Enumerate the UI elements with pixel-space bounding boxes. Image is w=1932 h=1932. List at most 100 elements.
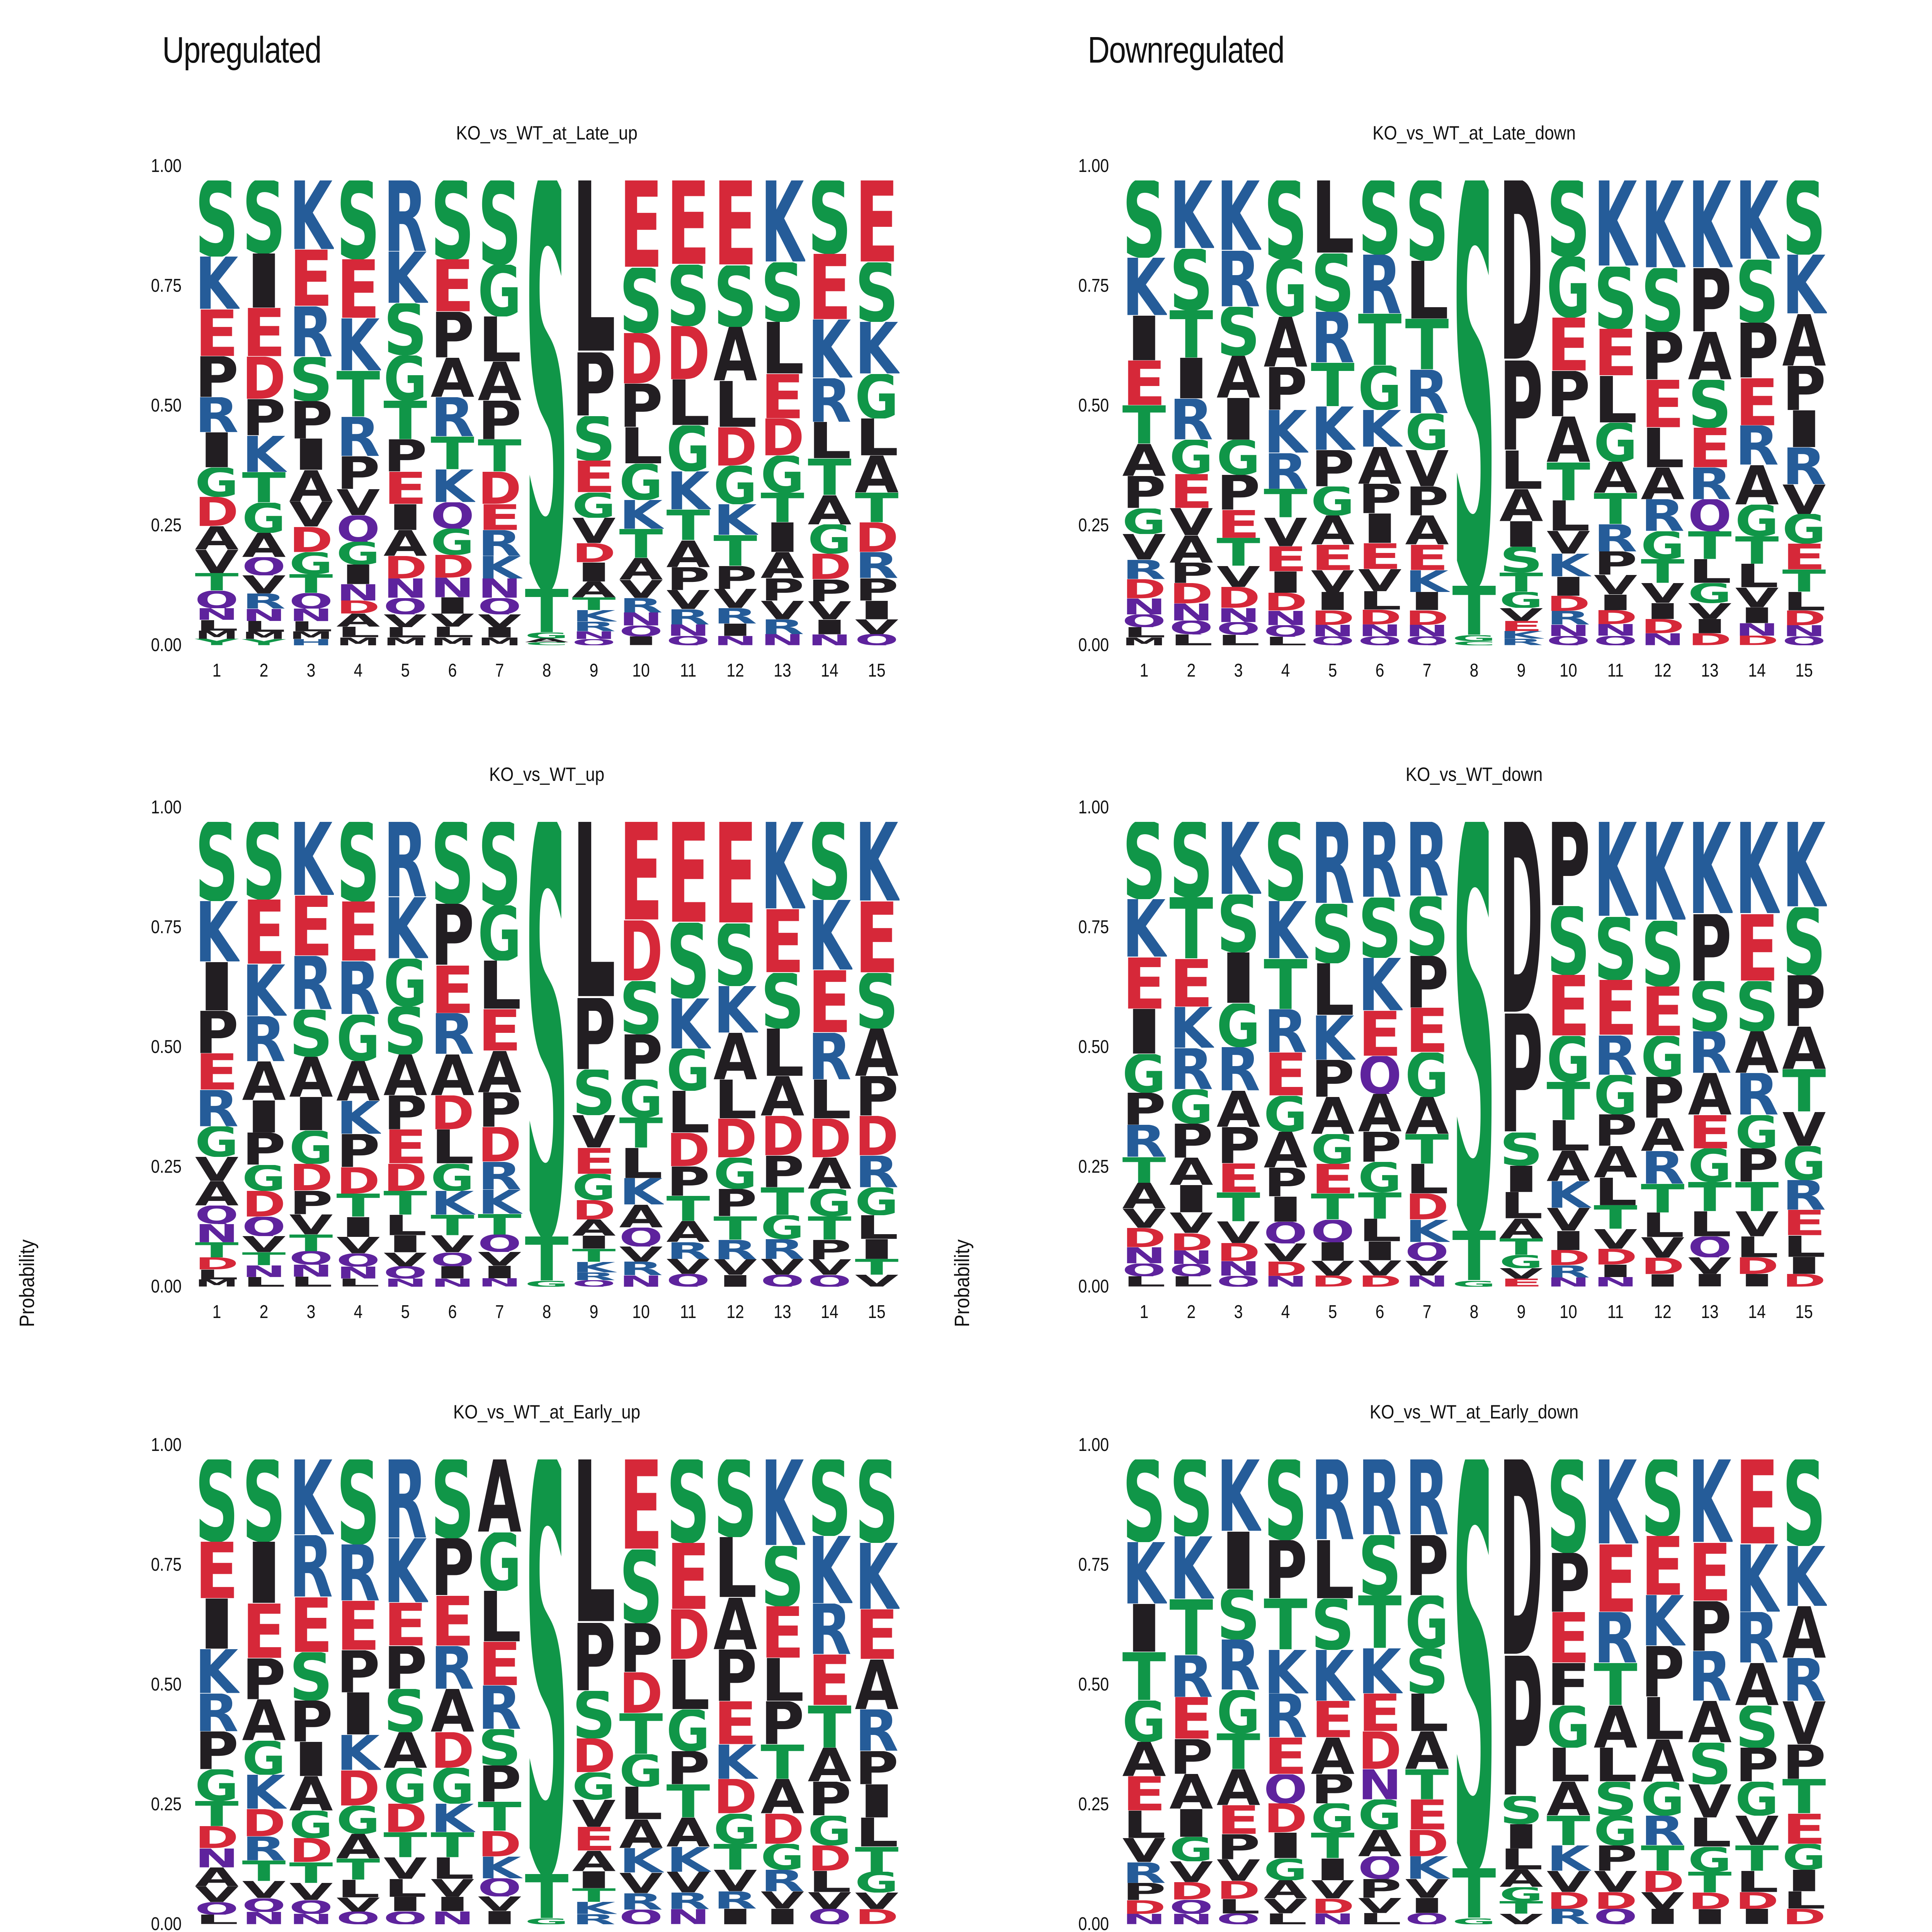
logo-letter-Q: Q xyxy=(1216,622,1261,635)
logo-letter-Q: Q xyxy=(1168,1900,1214,1914)
svg-text:K: K xyxy=(713,504,758,535)
logo-letter-L: L xyxy=(1640,1697,1685,1740)
svg-text:S: S xyxy=(1594,267,1637,329)
svg-text:I: I xyxy=(478,627,521,638)
logo-letter-L: L xyxy=(618,1787,664,1820)
logo-letter-D: D xyxy=(1216,1881,1261,1899)
svg-text:N: N xyxy=(1735,623,1779,636)
logo-letter-P: P xyxy=(383,439,428,472)
svg-text:P: P xyxy=(713,566,757,589)
logo-letter-G: G xyxy=(807,1189,852,1216)
logo-letter-E: E xyxy=(1216,1805,1261,1834)
logo-letter-S: S xyxy=(1593,1782,1638,1816)
logo-letter-S: S xyxy=(477,180,522,265)
logo-letter-T: T xyxy=(477,1214,522,1235)
svg-text:I: I xyxy=(383,1897,427,1911)
svg-text:T: T xyxy=(572,597,616,610)
logo-letter-K: K xyxy=(1263,901,1308,959)
svg-text:P: P xyxy=(1169,1124,1213,1158)
logo-letter-G: G xyxy=(760,1215,805,1239)
logo-letter-A: A xyxy=(524,638,570,642)
logo-letter-E: E xyxy=(1121,1776,1167,1811)
svg-text:D: D xyxy=(289,1164,333,1190)
svg-text:V: V xyxy=(1405,1261,1449,1276)
logo-letter-M: M xyxy=(288,631,334,639)
svg-text:L: L xyxy=(1641,1213,1684,1237)
logo-letter-D: D xyxy=(760,1814,805,1844)
svg-text:P: P xyxy=(1122,476,1166,508)
logo-letter-T: T xyxy=(807,459,852,495)
logo-letter-P: P xyxy=(1357,484,1403,514)
logo-letter-N: N xyxy=(241,1912,287,1924)
logo-letter-R: R xyxy=(1781,1658,1827,1701)
logo-letter-R: R xyxy=(1640,1151,1685,1184)
svg-text:R: R xyxy=(1358,822,1401,898)
svg-text:K: K xyxy=(1358,958,1403,1011)
logo-letter-E: E xyxy=(854,1609,900,1659)
logo-letter-D: D xyxy=(1263,1262,1308,1276)
svg-text:I: I xyxy=(1122,1009,1166,1054)
logo-letter-V: V xyxy=(383,614,428,628)
svg-text:T: T xyxy=(855,1259,898,1275)
svg-text:E: E xyxy=(1546,318,1590,371)
logo-letter-V: V xyxy=(1404,450,1450,486)
logo-letter-S: S xyxy=(1546,1459,1591,1553)
logo-letter-Q: Q xyxy=(1404,1242,1450,1261)
svg-text:L: L xyxy=(619,1148,663,1178)
logo-letter-K: K xyxy=(1310,406,1355,450)
logo-letter-S: S xyxy=(1781,1459,1827,1546)
svg-text:I: I xyxy=(430,1897,474,1911)
logo-letter-A: A xyxy=(807,495,852,525)
logo-letter-S: S xyxy=(1121,180,1167,258)
svg-text:A: A xyxy=(289,1057,333,1097)
svg-text:E: E xyxy=(195,310,238,356)
svg-text:I: I xyxy=(713,624,757,636)
svg-text:L: L xyxy=(430,627,474,637)
svg-text:D: D xyxy=(1358,1276,1401,1287)
logo-letter-K: K xyxy=(571,1902,617,1914)
svg-text:D: D xyxy=(1594,610,1637,624)
svg-text:P: P xyxy=(478,1092,521,1127)
svg-text:D: D xyxy=(1735,1892,1779,1909)
logo-letter-S: S xyxy=(477,822,522,905)
svg-text:S: S xyxy=(760,973,804,1029)
svg-text:Q: Q xyxy=(1216,1913,1260,1924)
logo-letter-E: E xyxy=(665,822,711,923)
logo-letter-L: L xyxy=(1310,180,1355,253)
svg-text:I: I xyxy=(1216,1532,1260,1589)
logo-letter-T: T xyxy=(524,1236,570,1281)
logo-letter-S: S xyxy=(1734,1706,1780,1748)
svg-text:K: K xyxy=(572,1902,617,1914)
logo-letter-V: V xyxy=(1640,583,1685,603)
svg-text:E: E xyxy=(713,1701,757,1745)
logo-letter-I: I xyxy=(1498,1166,1544,1192)
svg-text:S: S xyxy=(713,923,757,986)
logo-letter-D: D xyxy=(1404,611,1450,625)
svg-text:I: I xyxy=(1641,1909,1684,1924)
svg-text:D: D xyxy=(1499,1459,1543,1656)
svg-text:T: T xyxy=(1264,489,1307,517)
x-tick-label: 1 xyxy=(212,660,221,681)
logo-letter-A: A xyxy=(335,614,381,627)
x-tick-label: 10 xyxy=(632,1302,650,1322)
svg-text:K: K xyxy=(289,822,334,896)
logo-letter-P: P xyxy=(1593,1114,1638,1146)
svg-text:S: S xyxy=(1594,1782,1637,1816)
svg-text:Q: Q xyxy=(1264,1774,1307,1804)
svg-text:I: I xyxy=(1264,571,1307,593)
svg-text:G: G xyxy=(430,1164,474,1191)
svg-text:K: K xyxy=(1122,258,1167,316)
svg-text:D: D xyxy=(195,497,238,526)
logo-letter-L: L xyxy=(194,620,240,631)
logo-letter-I: I xyxy=(1357,514,1403,543)
svg-text:T: T xyxy=(760,1187,804,1215)
svg-text:P: P xyxy=(1641,332,1684,380)
logo-letter-E: E xyxy=(1734,378,1780,426)
logo-letter-L: L xyxy=(1781,1891,1827,1909)
svg-text:E: E xyxy=(1735,914,1779,981)
logo-letter-Q: Q xyxy=(618,1910,664,1924)
logo-letter-V: V xyxy=(760,1259,805,1275)
svg-text:A: A xyxy=(383,1054,427,1095)
logo-letter-P: P xyxy=(618,1623,664,1672)
svg-text:E: E xyxy=(242,308,286,357)
